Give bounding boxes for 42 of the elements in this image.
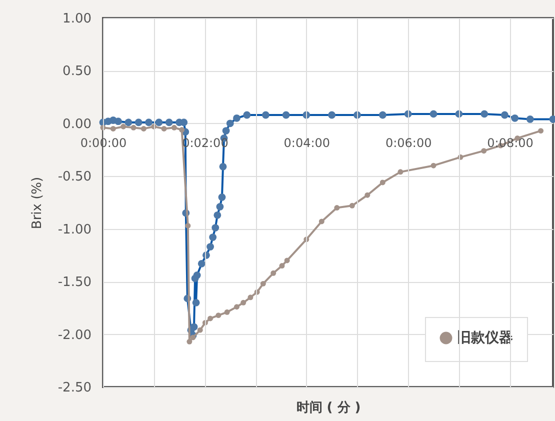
y-axis-title: Brix (%) (30, 176, 45, 230)
point (481, 148, 487, 154)
point (224, 309, 230, 315)
point (318, 218, 324, 224)
point (248, 294, 254, 300)
y-tick-label: -2.00 (58, 328, 92, 343)
y-tick-label: -1.00 (58, 222, 92, 238)
y-tick-label: 0.00 (62, 116, 92, 132)
point (260, 280, 266, 286)
point (349, 202, 355, 208)
point (171, 124, 177, 130)
point (398, 169, 404, 175)
point (234, 304, 240, 310)
point (197, 327, 203, 333)
point (190, 334, 196, 340)
point (216, 312, 222, 318)
point (364, 192, 370, 198)
point (334, 205, 340, 211)
y-tick-label: -1.50 (58, 275, 92, 290)
point (270, 270, 276, 276)
point (130, 124, 136, 130)
point (279, 263, 285, 268)
point (161, 126, 167, 132)
x-axis-title: 时间 ( 分 ) (296, 400, 361, 416)
point (208, 316, 214, 322)
point (430, 162, 436, 168)
x-tick-label: 0:06:00 (385, 136, 432, 150)
point (538, 128, 544, 134)
point (185, 222, 191, 228)
point (380, 180, 386, 186)
point (240, 300, 246, 306)
y-tick-label: 0.50 (62, 64, 92, 80)
point (120, 124, 126, 130)
point (140, 126, 146, 132)
point (179, 127, 185, 132)
point (110, 126, 116, 132)
point (284, 258, 290, 264)
x-tick-label: 0:04:00 (284, 136, 330, 150)
y-tick-label: 1.00 (62, 12, 92, 26)
point (186, 338, 192, 344)
y-tick-label: -0.50 (58, 170, 92, 185)
y-tick-label: -2.50 (58, 380, 92, 396)
